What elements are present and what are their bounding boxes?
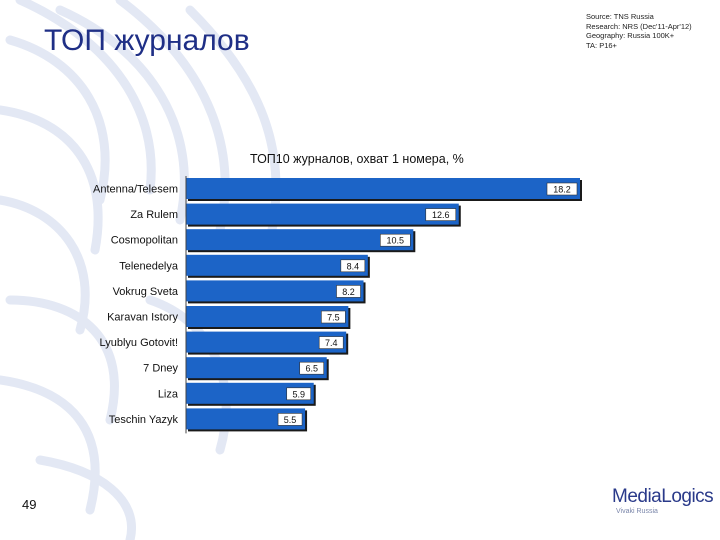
bar — [186, 408, 306, 430]
page-number: 49 — [22, 497, 37, 512]
bar — [186, 254, 368, 276]
value-label-box — [286, 387, 312, 401]
source-line: Source: TNS Russia — [586, 12, 654, 21]
value-label: 12.6 — [432, 210, 450, 220]
value-label-box — [318, 336, 344, 349]
bar — [186, 357, 327, 379]
category-label: Lyublyu Gotovit! — [100, 337, 178, 349]
value-label: 10.5 — [387, 236, 405, 246]
value-label: 6.5 — [305, 364, 318, 374]
category-label: Telenedelya — [119, 260, 179, 272]
bar — [186, 331, 347, 353]
chart-title: ТОП10 журналов, охват 1 номера, % — [250, 152, 464, 166]
bar — [186, 306, 349, 327]
medialogics-logo: MediaLogics Vivaki Russia — [612, 486, 714, 515]
value-label: 18.2 — [553, 185, 571, 195]
value-label: 5.9 — [292, 389, 305, 399]
category-label: 7 Dney — [143, 363, 178, 375]
research-line: Research: NRS (Dec'11-Apr'12) — [586, 21, 692, 31]
category-label: Antenna/Telesem — [93, 184, 178, 196]
bar — [186, 280, 364, 302]
category-label: Vokrug Sveta — [113, 286, 179, 298]
source-note: Source: TNS Russia Research: NRS (Dec'11… — [586, 12, 716, 50]
category-label: Teschin Yazyk — [109, 414, 179, 426]
target-audience-line: TA: P16+ — [586, 40, 617, 50]
category-label: Liza — [158, 388, 179, 400]
value-label-box — [340, 259, 366, 273]
value-label: 7.5 — [327, 313, 340, 323]
bar — [186, 178, 580, 199]
value-label-box — [336, 285, 361, 298]
category-label: Karavan Istory — [107, 312, 178, 324]
value-label-box — [299, 361, 325, 375]
logo-tagline: Vivaki Russia — [616, 508, 658, 515]
decorative-lion-watermark — [0, 0, 281, 540]
value-label-box — [546, 182, 578, 196]
value-label-box — [277, 413, 303, 426]
slide-title: ТОП журналов — [44, 24, 250, 57]
value-label-box — [321, 310, 346, 324]
category-label: Za Rulem — [130, 209, 178, 221]
value-label: 5.5 — [284, 415, 297, 425]
bar — [186, 229, 414, 251]
geography-line: Geography: Russia 100K+ — [586, 31, 675, 40]
category-label: Cosmopolitan — [111, 235, 178, 247]
bar — [186, 382, 314, 404]
value-label: 7.4 — [325, 338, 338, 348]
value-label-box — [425, 208, 457, 221]
logo-name: MediaLogics — [612, 486, 714, 507]
value-label: 8.4 — [347, 261, 360, 271]
bar — [186, 203, 459, 225]
value-label-box — [380, 233, 411, 247]
value-label: 8.2 — [342, 287, 355, 297]
